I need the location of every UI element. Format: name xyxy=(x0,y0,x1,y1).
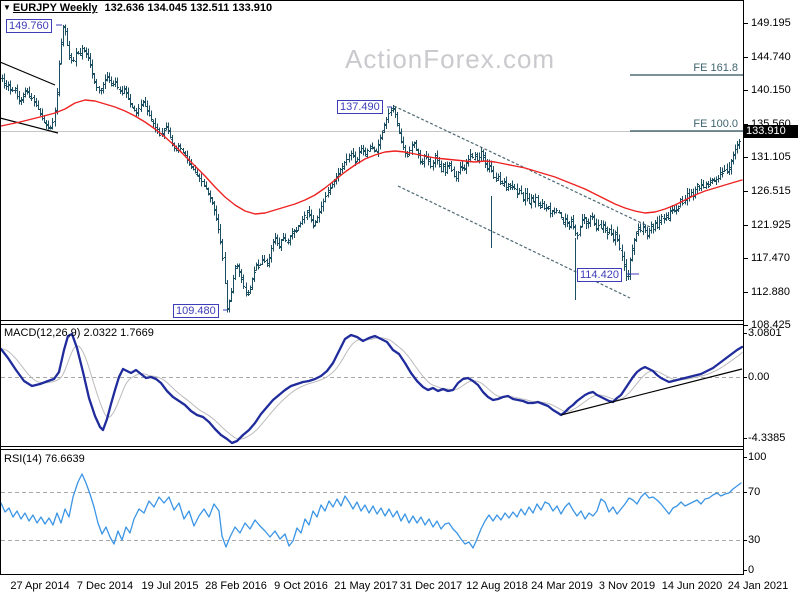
fib-extension-161-label: FE 161.8 xyxy=(693,62,738,74)
ohlc-values: 132.636 134.045 132.511 133.910 xyxy=(104,2,273,14)
panel-borders xyxy=(0,0,748,575)
moving-average-line xyxy=(0,99,743,215)
candlesticks xyxy=(1,24,741,313)
macd-title: MACD(12,26,9) 2.0322 1.7669 xyxy=(4,327,154,339)
fib-extension-100-label: FE 100.0 xyxy=(693,118,738,130)
rsi-title: RSI(14) 76.6639 xyxy=(4,453,85,465)
macd-panel-graphics xyxy=(0,332,744,445)
current-price-tag: 133.910 xyxy=(744,125,798,138)
symbol-label[interactable]: EURJPY Weekly xyxy=(12,2,98,14)
symbol-header[interactable]: ▼ EURJPY Weekly 132.636 134.045 132.511 13… xyxy=(3,2,272,14)
main-trendlines xyxy=(0,61,653,299)
annotation-connectors xyxy=(56,24,639,311)
dropdown-triangle-icon[interactable]: ▼ xyxy=(3,3,11,12)
watermark: ActionForex.com xyxy=(345,44,556,74)
fib-extension-lines xyxy=(630,74,743,132)
rsi-panel-graphics xyxy=(0,473,743,549)
